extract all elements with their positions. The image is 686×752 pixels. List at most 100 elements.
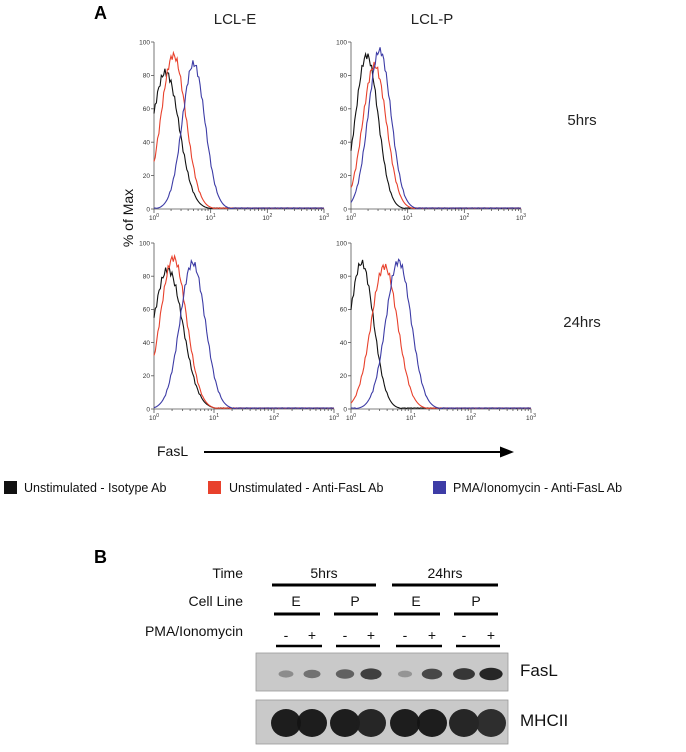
treatment-sign: - <box>462 627 467 643</box>
histogram-curve-3 <box>153 60 324 210</box>
x-tick-label: 102 <box>262 213 272 222</box>
western-blots <box>255 652 509 745</box>
y-tick-label: 100 <box>336 240 347 247</box>
y-tick-label: 20 <box>340 173 348 180</box>
blot-band <box>479 667 503 681</box>
blot-2 <box>255 699 509 745</box>
blot-band <box>356 709 386 737</box>
x-tick-label: 100 <box>149 413 159 422</box>
histogram-1: 0 20 40 60 80 100 100 101 102 103 <box>139 39 329 222</box>
y-tick-label: 60 <box>340 106 348 113</box>
y-tick-label: 40 <box>340 340 348 347</box>
blot-band <box>330 709 360 737</box>
cell-line-row-label: Cell Line <box>189 593 244 609</box>
time-24hrs: 24hrs <box>427 565 462 581</box>
treatment-sign: - <box>403 627 408 643</box>
treatment-row-label: PMA/Ionomycin <box>145 623 243 639</box>
cell-line-e-2: E <box>411 593 420 609</box>
x-axis-arrow-head <box>500 446 514 458</box>
histogram-curve-3 <box>153 258 334 410</box>
y-tick-label: 80 <box>143 73 151 80</box>
histogram-curve-3 <box>350 258 531 410</box>
legend-swatch-isotype <box>4 481 17 494</box>
x-tick-label: 101 <box>403 213 413 222</box>
blot-band <box>417 709 447 737</box>
x-tick-label: 102 <box>466 413 476 422</box>
histogram-curve-1 <box>153 267 335 410</box>
x-tick-label: 102 <box>459 213 469 222</box>
y-tick-label: 60 <box>143 307 151 314</box>
y-tick-label: 0 <box>146 206 150 213</box>
x-tick-label: 103 <box>329 413 339 422</box>
legend-label-anti-fasl: Unstimulated - Anti-FasL Ab <box>229 481 384 495</box>
legend-swatch-pma <box>433 481 446 494</box>
blot-label-fasl: FasL <box>520 661 558 680</box>
x-tick-label: 100 <box>346 213 356 222</box>
time-row-label: Time <box>212 565 243 581</box>
y-tick-label: 60 <box>340 307 348 314</box>
histogram-curve-2 <box>350 263 532 410</box>
y-tick-label: 40 <box>143 140 151 147</box>
x-axis-label: FasL <box>157 443 188 459</box>
column-header-lcl-p: LCL-P <box>411 11 454 28</box>
blot-band <box>271 709 301 737</box>
x-tick-label: 101 <box>206 213 216 222</box>
treatment-sign: - <box>284 627 289 643</box>
blot-band <box>453 668 475 680</box>
panel-a-letter: A <box>94 3 107 23</box>
histogram-grid: 0 20 40 60 80 100 100 101 102 103 0 20 40 60 80 100 100 1… <box>139 39 536 422</box>
blot-band <box>297 709 327 737</box>
blot-label-mhcii: MHCII <box>520 711 568 730</box>
y-tick-label: 80 <box>143 274 151 281</box>
blot-band <box>335 669 355 679</box>
histogram-curve-3 <box>350 47 521 210</box>
y-axis-label: % of Max <box>120 189 136 247</box>
x-tick-label: 102 <box>269 413 279 422</box>
y-tick-label: 20 <box>340 373 348 380</box>
treatment-sign: + <box>428 627 436 643</box>
treatment-sign: + <box>367 627 375 643</box>
y-tick-label: 100 <box>336 39 347 46</box>
blot-band <box>449 709 479 737</box>
treatment-signs: - + - + - + - + <box>276 627 500 648</box>
blot-band <box>421 668 443 680</box>
treatment-sign: + <box>487 627 495 643</box>
legend-swatch-anti-fasl <box>208 481 221 494</box>
y-tick-label: 0 <box>343 206 347 213</box>
y-tick-label: 0 <box>146 406 150 413</box>
histogram-curve-1 <box>350 51 522 210</box>
histogram-4: 0 20 40 60 80 100 100 101 102 103 <box>336 240 536 422</box>
row-label-5hrs: 5hrs <box>567 112 596 129</box>
y-tick-label: 80 <box>340 73 348 80</box>
x-tick-label: 100 <box>149 213 159 222</box>
y-tick-label: 0 <box>343 406 347 413</box>
blot-band <box>390 709 420 737</box>
histogram-3: 0 20 40 60 80 100 100 101 102 103 <box>139 240 339 422</box>
blot-band <box>303 669 321 679</box>
legend-label-isotype: Unstimulated - Isotype Ab <box>24 481 166 495</box>
legend-label-pma: PMA/Ionomycin - Anti-FasL Ab <box>453 481 622 495</box>
x-tick-label: 103 <box>526 413 536 422</box>
time-5hrs: 5hrs <box>310 565 337 581</box>
x-tick-label: 101 <box>406 413 416 422</box>
histogram-curve-2 <box>153 253 335 410</box>
panel-b-letter: B <box>94 547 107 567</box>
x-tick-label: 101 <box>209 413 219 422</box>
x-tick-label: 103 <box>319 213 329 222</box>
cell-line-p-1: P <box>350 593 359 609</box>
treatment-sign: + <box>308 627 316 643</box>
x-tick-label: 103 <box>516 213 526 222</box>
x-tick-label: 100 <box>346 413 356 422</box>
y-tick-label: 40 <box>340 140 348 147</box>
blot-1 <box>255 652 509 692</box>
treatment-sign: - <box>343 627 348 643</box>
blot-band <box>397 670 413 678</box>
cell-line-e-1: E <box>291 593 300 609</box>
y-tick-label: 80 <box>340 274 348 281</box>
y-tick-label: 40 <box>143 340 151 347</box>
blot-band <box>476 709 506 737</box>
y-tick-label: 60 <box>143 106 151 113</box>
cell-line-p-2: P <box>471 593 480 609</box>
y-tick-label: 20 <box>143 373 151 380</box>
